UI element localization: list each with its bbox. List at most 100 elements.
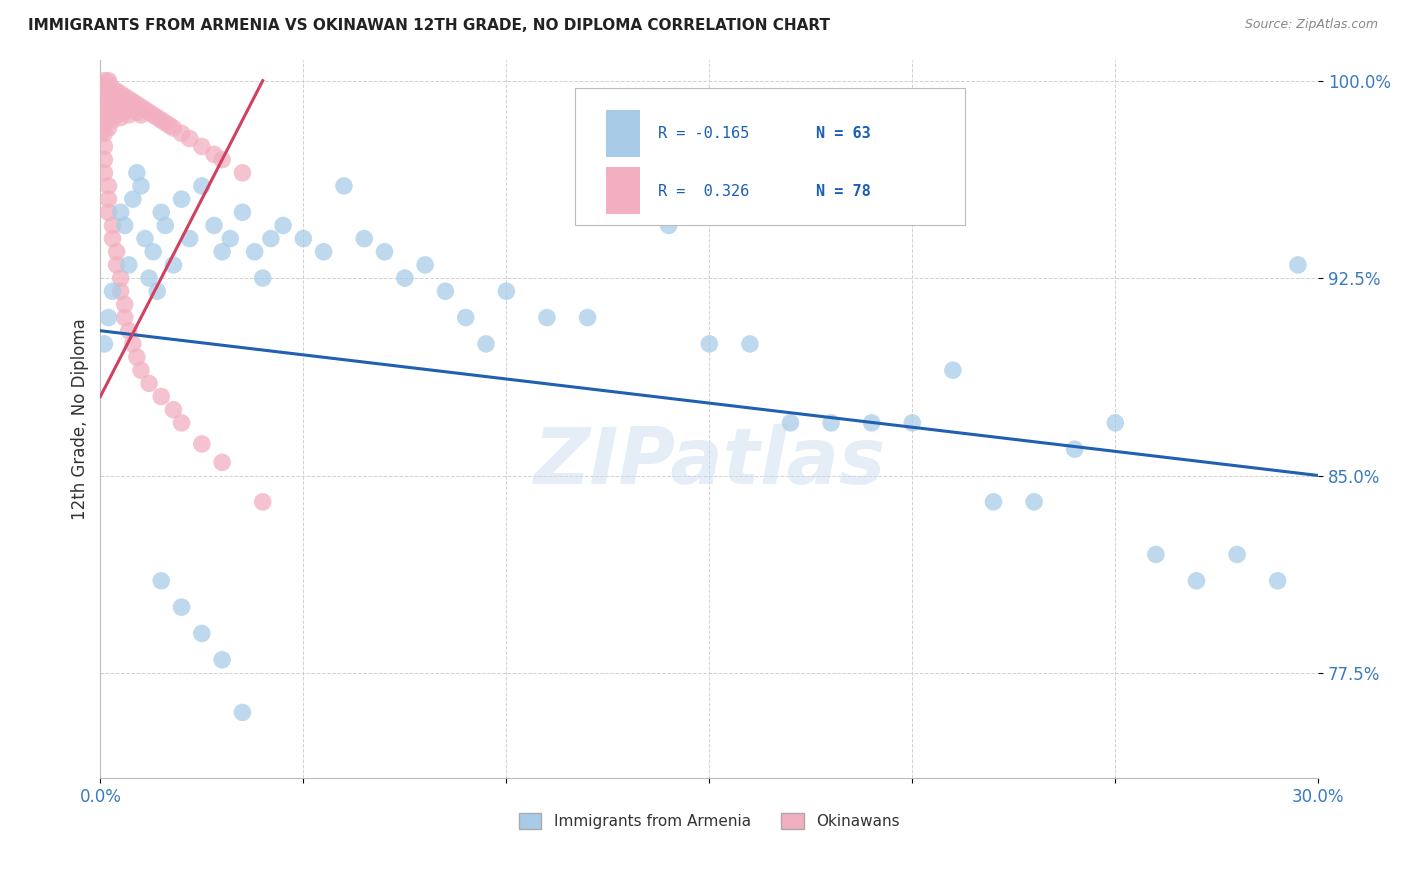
Point bbox=[105, 92, 128, 106]
Point bbox=[142, 244, 165, 259]
Point bbox=[101, 113, 124, 128]
Point bbox=[617, 178, 640, 193]
Point bbox=[820, 416, 842, 430]
Point bbox=[110, 285, 132, 299]
Point bbox=[252, 495, 274, 509]
Point bbox=[191, 626, 214, 640]
Point bbox=[211, 153, 233, 167]
Point bbox=[118, 100, 141, 114]
Point bbox=[129, 178, 152, 193]
Point bbox=[114, 97, 136, 112]
Point bbox=[202, 219, 225, 233]
Text: N = 63: N = 63 bbox=[817, 126, 872, 141]
FancyBboxPatch shape bbox=[575, 88, 965, 225]
Point bbox=[697, 337, 720, 351]
Point bbox=[1063, 442, 1085, 457]
Point bbox=[101, 97, 124, 112]
Point bbox=[211, 653, 233, 667]
Point bbox=[114, 310, 136, 325]
Point bbox=[536, 310, 558, 325]
Point bbox=[901, 416, 924, 430]
Text: IMMIGRANTS FROM ARMENIA VS OKINAWAN 12TH GRADE, NO DIPLOMA CORRELATION CHART: IMMIGRANTS FROM ARMENIA VS OKINAWAN 12TH… bbox=[28, 18, 830, 33]
Text: ZIPatlas: ZIPatlas bbox=[533, 424, 886, 500]
Point bbox=[121, 337, 143, 351]
Point bbox=[129, 108, 152, 122]
Point bbox=[101, 285, 124, 299]
Text: R =  0.326: R = 0.326 bbox=[658, 184, 749, 199]
Point bbox=[353, 231, 375, 245]
Point bbox=[110, 111, 132, 125]
Point bbox=[97, 178, 120, 193]
Point bbox=[93, 78, 115, 93]
Point bbox=[118, 324, 141, 338]
Point bbox=[434, 285, 457, 299]
Point bbox=[142, 108, 165, 122]
Point bbox=[243, 244, 266, 259]
Text: N = 78: N = 78 bbox=[817, 184, 872, 199]
Point bbox=[121, 103, 143, 117]
Point bbox=[155, 116, 177, 130]
Point bbox=[1185, 574, 1208, 588]
Point bbox=[312, 244, 335, 259]
Point bbox=[983, 495, 1005, 509]
Point bbox=[150, 205, 173, 219]
Point bbox=[110, 87, 132, 101]
Point bbox=[252, 271, 274, 285]
Point bbox=[942, 363, 965, 377]
Point bbox=[110, 95, 132, 109]
Point bbox=[93, 116, 115, 130]
Point bbox=[1022, 495, 1045, 509]
Point bbox=[211, 244, 233, 259]
Point bbox=[105, 258, 128, 272]
Point bbox=[93, 87, 115, 101]
Point bbox=[93, 139, 115, 153]
Point bbox=[191, 139, 214, 153]
Point bbox=[101, 219, 124, 233]
Point bbox=[97, 192, 120, 206]
Point bbox=[93, 105, 115, 120]
Point bbox=[779, 416, 801, 430]
Point bbox=[179, 231, 201, 245]
Point bbox=[170, 126, 193, 140]
Point bbox=[114, 89, 136, 103]
Point bbox=[114, 297, 136, 311]
Point bbox=[101, 81, 124, 95]
Point bbox=[97, 310, 120, 325]
Point bbox=[121, 95, 143, 109]
Point bbox=[150, 390, 173, 404]
Point bbox=[333, 178, 356, 193]
Point bbox=[138, 271, 160, 285]
Point bbox=[150, 113, 173, 128]
Point bbox=[191, 437, 214, 451]
Point bbox=[110, 271, 132, 285]
Point bbox=[373, 244, 395, 259]
Point bbox=[576, 310, 599, 325]
Point bbox=[134, 103, 156, 117]
Point bbox=[475, 337, 498, 351]
Point bbox=[101, 231, 124, 245]
Point bbox=[97, 84, 120, 98]
Point bbox=[162, 258, 184, 272]
Y-axis label: 12th Grade, No Diploma: 12th Grade, No Diploma bbox=[72, 318, 89, 520]
Point bbox=[231, 706, 253, 720]
Point bbox=[105, 84, 128, 98]
FancyBboxPatch shape bbox=[606, 110, 640, 157]
Point bbox=[118, 258, 141, 272]
Point bbox=[97, 100, 120, 114]
Point bbox=[93, 126, 115, 140]
Point bbox=[179, 131, 201, 145]
Point bbox=[231, 166, 253, 180]
Point bbox=[170, 192, 193, 206]
Point bbox=[162, 402, 184, 417]
Point bbox=[495, 285, 517, 299]
Point bbox=[101, 89, 124, 103]
Point bbox=[97, 76, 120, 90]
Point bbox=[97, 111, 120, 125]
Point bbox=[134, 231, 156, 245]
Point bbox=[125, 97, 148, 112]
Point bbox=[93, 153, 115, 167]
Point bbox=[93, 95, 115, 109]
Point bbox=[219, 231, 242, 245]
Point bbox=[125, 166, 148, 180]
Point bbox=[89, 126, 111, 140]
